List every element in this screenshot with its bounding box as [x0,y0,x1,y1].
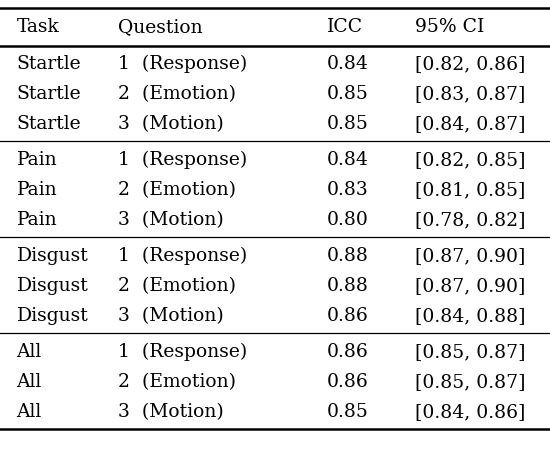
Text: 95% CI: 95% CI [415,18,485,36]
Text: 1  (Response): 1 (Response) [118,343,248,361]
Text: Startle: Startle [16,85,81,103]
Text: [0.84, 0.87]: [0.84, 0.87] [415,115,526,133]
Text: Pain: Pain [16,181,57,199]
Text: 0.85: 0.85 [327,115,369,133]
Text: 2  (Emotion): 2 (Emotion) [118,373,236,391]
Text: [0.84, 0.86]: [0.84, 0.86] [415,403,526,421]
Text: [0.83, 0.87]: [0.83, 0.87] [415,85,526,103]
Text: Disgust: Disgust [16,277,88,295]
Text: 2  (Emotion): 2 (Emotion) [118,85,236,103]
Text: 0.88: 0.88 [327,277,369,295]
Text: 0.86: 0.86 [327,343,369,361]
Text: 0.84: 0.84 [327,151,369,169]
Text: 1  (Response): 1 (Response) [118,55,248,73]
Text: [0.82, 0.86]: [0.82, 0.86] [415,55,526,73]
Text: 1  (Response): 1 (Response) [118,247,248,265]
Text: [0.82, 0.85]: [0.82, 0.85] [415,151,526,169]
Text: [0.87, 0.90]: [0.87, 0.90] [415,277,526,295]
Text: 0.85: 0.85 [327,85,369,103]
Text: Pain: Pain [16,211,57,229]
Text: 0.86: 0.86 [327,307,369,325]
Text: [0.84, 0.88]: [0.84, 0.88] [415,307,526,325]
Text: 2  (Emotion): 2 (Emotion) [118,277,236,295]
Text: 0.88: 0.88 [327,247,369,265]
Text: 3  (Motion): 3 (Motion) [118,307,224,325]
Text: Startle: Startle [16,115,81,133]
Text: [0.78, 0.82]: [0.78, 0.82] [415,211,526,229]
Text: ICC: ICC [327,18,364,36]
Text: All: All [16,403,42,421]
Text: Pain: Pain [16,151,57,169]
Text: Question: Question [118,18,203,36]
Text: 0.86: 0.86 [327,373,369,391]
Text: [0.85, 0.87]: [0.85, 0.87] [415,343,526,361]
Text: 0.80: 0.80 [327,211,369,229]
Text: 1  (Response): 1 (Response) [118,151,248,169]
Text: Disgust: Disgust [16,307,88,325]
Text: [0.87, 0.90]: [0.87, 0.90] [415,247,526,265]
Text: 2  (Emotion): 2 (Emotion) [118,181,236,199]
Text: All: All [16,343,42,361]
Text: Task: Task [16,18,59,36]
Text: 3  (Motion): 3 (Motion) [118,115,224,133]
Text: 0.85: 0.85 [327,403,369,421]
Text: Disgust: Disgust [16,247,88,265]
Text: 0.83: 0.83 [327,181,369,199]
Text: 3  (Motion): 3 (Motion) [118,211,224,229]
Text: All: All [16,373,42,391]
Text: [0.85, 0.87]: [0.85, 0.87] [415,373,526,391]
Text: 0.84: 0.84 [327,55,369,73]
Text: 3  (Motion): 3 (Motion) [118,403,224,421]
Text: [0.81, 0.85]: [0.81, 0.85] [415,181,526,199]
Text: Startle: Startle [16,55,81,73]
